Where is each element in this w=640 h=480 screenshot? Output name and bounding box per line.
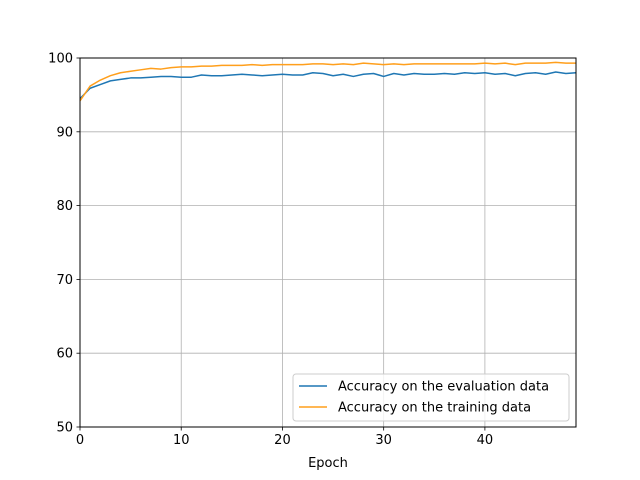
series-lines: [79, 61, 577, 102]
y-tick-label: 60: [56, 347, 73, 362]
x-tick-label: 0: [76, 433, 84, 448]
x-tick-label: 40: [477, 433, 494, 448]
y-tick-label: 70: [56, 273, 73, 288]
y-tick-label: 50: [56, 421, 73, 436]
x-tick-label: 20: [274, 433, 291, 448]
series-line-2: [79, 61, 576, 102]
x-tick-label: 10: [173, 433, 190, 448]
x-tick-label: 30: [375, 433, 392, 448]
x-axis-label: Epoch: [308, 456, 348, 471]
axis-ticks: 0 10 20 30 40 50 60 70 80 90 100: [48, 52, 493, 449]
plot-frame: [79, 57, 577, 428]
y-tick-label: 100: [48, 52, 73, 67]
y-tick-label: 90: [56, 125, 73, 140]
series-line-1: [79, 71, 577, 100]
legend-box: [292, 373, 570, 422]
legend-label-1: Accuracy on the evaluation data: [338, 380, 549, 395]
legend: Accuracy on the evaluation data Accuracy …: [292, 373, 570, 422]
legend-label-2: Accuracy on the training data: [338, 401, 531, 416]
y-tick-label: 80: [56, 199, 73, 214]
